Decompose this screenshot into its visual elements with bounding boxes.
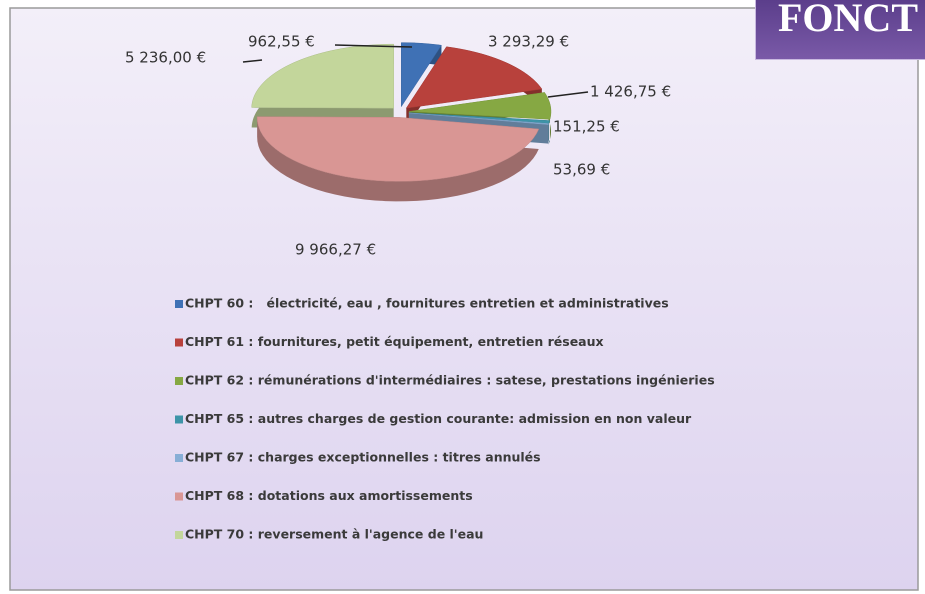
banner	[755, 0, 925, 60]
slice	[405, 46, 543, 109]
value-label: 1 426,75 €	[590, 83, 671, 101]
legend-swatch	[175, 492, 183, 501]
legend-label: CHPT 65 : autres charges de gestion cour…	[185, 411, 692, 426]
pie	[251, 42, 552, 202]
legend-swatch	[175, 377, 183, 385]
legend-label: CHPT 68 : dotations aux amortissements	[185, 488, 473, 503]
value-label: 9 966,27 €	[295, 241, 376, 259]
legend-label: CHPT 62 : rémunérations d'intermédiaires…	[185, 373, 715, 388]
value-label: 53,69 €	[553, 161, 610, 179]
legend: CHPT 60 : électricité, eau , fournitures…	[175, 296, 715, 542]
slice	[401, 42, 442, 108]
legend-swatch	[175, 300, 183, 308]
legend-label: CHPT 60 : électricité, eau , fournitures…	[185, 296, 669, 311]
slice	[408, 112, 550, 125]
value-label: 962,55 €	[248, 33, 315, 51]
labels: 962,55 € 3 293,29 € 1 426,75 € 151,25 € 53,6…	[125, 33, 671, 259]
legend-label: CHPT 70 : reversement à l'agence de l'ea…	[185, 527, 483, 542]
legend-swatch	[175, 454, 183, 462]
leader-line	[242, 59, 263, 63]
value-label: 3 293,29 €	[488, 33, 569, 51]
leader-line	[334, 44, 413, 48]
slice	[408, 92, 552, 120]
value-label: 151,25 €	[553, 118, 620, 136]
slice	[256, 116, 540, 182]
banner-text: FONCT	[778, 0, 918, 40]
legend-swatch	[175, 415, 183, 424]
slice-side	[401, 42, 442, 127]
legend-label: CHPT 61 : fournitures, petit équipement,…	[185, 334, 604, 349]
leader-line	[547, 91, 589, 98]
value-label: 5 236,00 €	[125, 49, 206, 67]
legend-label: CHPT 67 : charges exceptionnelles : titr…	[185, 450, 541, 465]
legend-swatch	[175, 531, 183, 539]
banner-group: FONCT	[755, 0, 925, 60]
legend-swatch	[175, 338, 183, 347]
